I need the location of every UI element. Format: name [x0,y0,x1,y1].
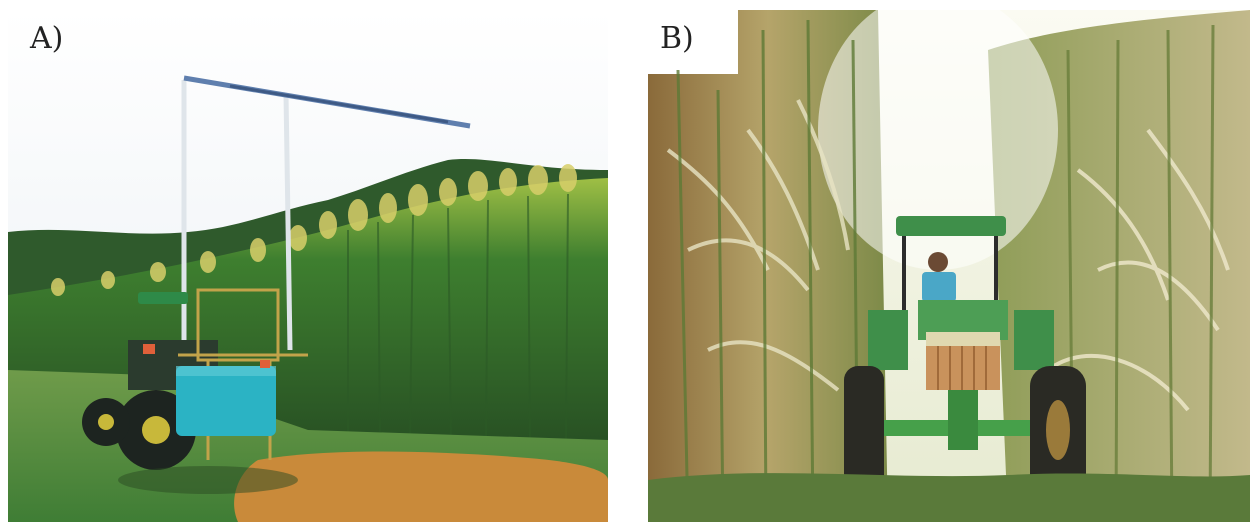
photo-panel-b [648,10,1250,522]
photo-panel-a [8,10,608,522]
panel-label-b: B) [660,21,694,56]
panel-label-a: A) [30,21,64,56]
photo-a-tractor-sprayer [8,10,608,522]
photo-b-tractor-in-sorghum [648,10,1250,522]
